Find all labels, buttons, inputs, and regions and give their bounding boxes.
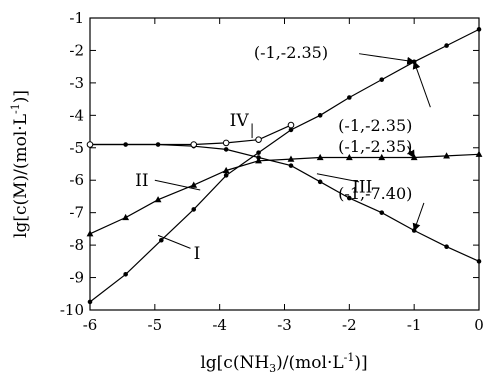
series-line-I (89, 28, 480, 303)
y-tick-label: -10 (60, 301, 84, 319)
data-point-II (154, 196, 162, 203)
annotation-label: (-1,-7.40) (338, 184, 412, 203)
data-point-III (155, 142, 161, 147)
data-point-II (475, 150, 483, 157)
data-point-I (191, 207, 197, 212)
data-point-III (317, 179, 323, 185)
data-point-IV (86, 141, 94, 148)
data-point-I (347, 95, 352, 100)
x-tick-label: -1 (407, 316, 422, 334)
annotation-label: (-1,-2.35) (254, 43, 328, 62)
data-point-III (256, 155, 261, 160)
data-point-IV (255, 136, 262, 143)
annotation-arrow (407, 145, 415, 159)
data-point-I (444, 43, 449, 48)
data-point-III (379, 210, 385, 215)
series-label-leader (154, 179, 201, 191)
y-tick-label: -1 (69, 9, 84, 27)
data-point-I (379, 77, 385, 82)
data-point-I (476, 27, 482, 32)
data-point-II (443, 152, 450, 159)
x-tick-label: 0 (474, 316, 484, 334)
x-tick-label: -3 (277, 316, 292, 334)
series-label-I: I (194, 244, 201, 264)
y-tick-label: -8 (69, 236, 84, 254)
data-point-I (288, 127, 294, 133)
x-axis-title: lg[c(NH3)/(mol·L-1)] (200, 351, 367, 375)
annotation-label: (-1,-2.35) (338, 116, 412, 135)
data-point-II (122, 213, 130, 221)
annotation-arrow (412, 202, 425, 232)
y-tick-label: -6 (69, 171, 84, 189)
data-point-II (345, 153, 353, 161)
annotation-label: (-1,-2.35) (338, 137, 412, 156)
data-point-II (378, 153, 386, 161)
data-point-II (190, 181, 198, 188)
x-tick-label: -4 (212, 316, 227, 334)
y-tick-label: -9 (69, 269, 84, 287)
data-point-III (223, 147, 229, 152)
annotation-arrow (412, 60, 431, 108)
data-point-I (159, 237, 164, 243)
data-point-I (317, 113, 323, 118)
y-tick-label: -3 (69, 74, 84, 92)
data-point-I (256, 150, 261, 155)
data-point-II (316, 153, 324, 161)
axis-ticks: -6 -5 -4 -3 -2 -1 0-1-2-3-4-5-6-7-8-9-10 (60, 9, 484, 334)
data-point-III (123, 142, 128, 147)
series-label-III: III (352, 178, 372, 198)
x-tick-label: -6 (83, 316, 98, 334)
series-line-III (90, 143, 480, 262)
data-point-II (287, 155, 295, 162)
data-point-IV (222, 139, 230, 147)
y-axis-title: lg[c(M)/(mol·L-1)] (9, 90, 31, 238)
data-point-IV (190, 141, 198, 148)
data-point-III (347, 195, 352, 201)
x-tick-label: -2 (342, 316, 357, 334)
data-point-III (288, 163, 294, 168)
data-point-III (444, 244, 449, 250)
data-point-IV (287, 121, 295, 129)
series-label-leader (316, 173, 360, 183)
data-point-II (255, 157, 262, 164)
data-point-I (223, 173, 229, 178)
series-markers (86, 27, 483, 305)
series-label-leader (157, 234, 191, 249)
data-point-II (86, 230, 94, 237)
series-label-II: II (135, 171, 148, 191)
data-point-III (476, 259, 482, 264)
y-tick-label: -2 (69, 41, 84, 59)
annotation-arrow (358, 53, 416, 65)
y-tick-label: -5 (69, 139, 84, 157)
series-lines (89, 28, 480, 303)
series-line-II (89, 153, 480, 235)
y-tick-label: -7 (69, 204, 84, 222)
series-label-IV: IV (230, 111, 250, 131)
data-point-II (222, 166, 230, 174)
y-tick-label: -4 (69, 106, 84, 124)
data-point-I (123, 272, 128, 277)
data-point-I (87, 299, 93, 305)
x-tick-label: -5 (148, 316, 163, 334)
annotations: (-1,-2.35) (-1,-2.35) (-1,-2.35) (-1,-7.40) (254, 43, 431, 232)
